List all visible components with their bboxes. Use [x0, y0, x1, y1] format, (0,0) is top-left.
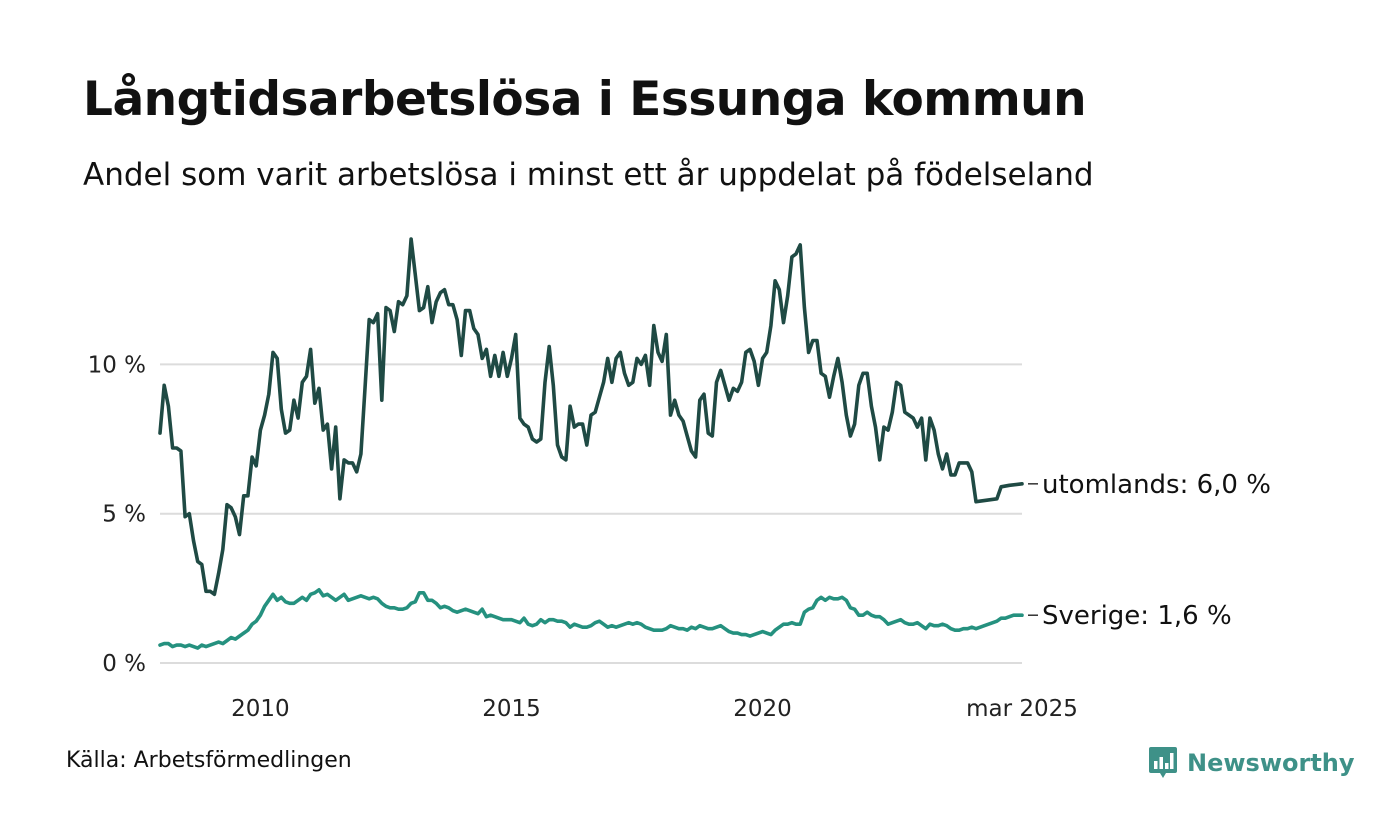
- x-tick-label: 2020: [733, 696, 792, 722]
- end-label-utomlands: utomlands: 6,0 %: [1042, 470, 1271, 500]
- chart-title: Långtidsarbetslösa i Essunga kommun: [83, 72, 1087, 127]
- y-axis-ticks: 0 % 5 % 10 %: [88, 352, 146, 677]
- series-line-utomlands: [158, 237, 1024, 597]
- source-note: Källa: Arbetsförmedlingen: [66, 748, 352, 773]
- series-lines: [158, 237, 1024, 650]
- newsworthy-logo-icon: [1149, 747, 1177, 778]
- brand-name: Newsworthy: [1187, 749, 1355, 777]
- series-line-sverige: [158, 588, 1024, 650]
- end-label-sverige: Sverige: 1,6 %: [1042, 601, 1232, 631]
- grid-lines: [160, 363, 1022, 664]
- x-tick-label: 2015: [482, 696, 541, 722]
- x-tick-label: mar 2025: [966, 696, 1078, 722]
- chart-subtitle: Andel som varit arbetslösa i minst ett å…: [83, 157, 1094, 193]
- brand-logo: Newsworthy: [1148, 743, 1355, 783]
- line-chart: 0 % 5 % 10 % 2010 2015 2020 mar 2025 utomland…: [88, 237, 1271, 722]
- y-tick-label: 5 %: [102, 502, 146, 528]
- end-labels: utomlands: 6,0 % Sverige: 1,6 %: [1028, 470, 1271, 631]
- y-tick-label: 0 %: [102, 651, 146, 677]
- y-tick-label: 10 %: [88, 352, 146, 378]
- x-axis-ticks: 2010 2015 2020 mar 2025: [231, 696, 1078, 722]
- x-tick-label: 2010: [231, 696, 290, 722]
